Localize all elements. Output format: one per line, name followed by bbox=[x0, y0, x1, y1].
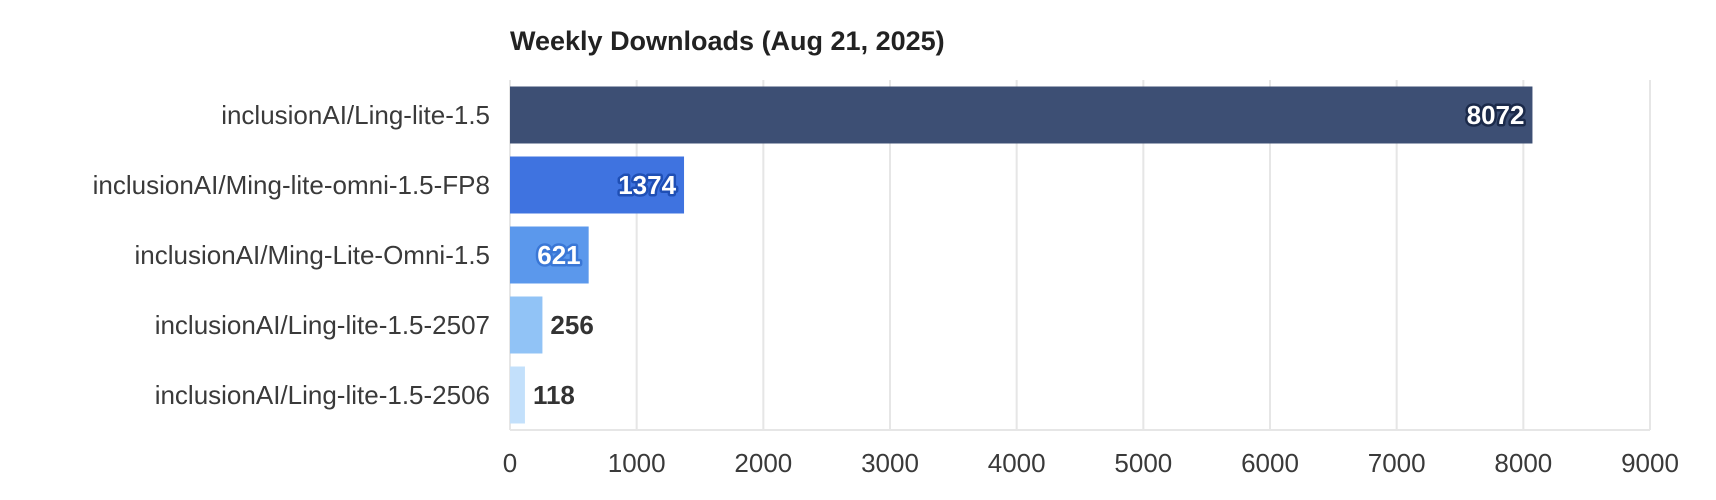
x-tick-label: 3000 bbox=[861, 448, 919, 478]
x-tick-label: 4000 bbox=[988, 448, 1046, 478]
category-label: inclusionAI/Ming-Lite-Omni-1.5 bbox=[135, 240, 490, 270]
x-tick-label: 8000 bbox=[1494, 448, 1552, 478]
category-label: inclusionAI/Ling-lite-1.5-2506 bbox=[155, 380, 490, 410]
value-label: 621 bbox=[537, 240, 580, 270]
bar bbox=[510, 296, 543, 354]
bar bbox=[510, 366, 525, 424]
bar bbox=[510, 86, 1533, 144]
x-tick-label: 5000 bbox=[1114, 448, 1172, 478]
category-label: inclusionAI/Ling-lite-1.5 bbox=[221, 100, 490, 130]
category-label: inclusionAI/Ling-lite-1.5-2507 bbox=[155, 310, 490, 340]
value-labels: 8072 1374 621 256 118 bbox=[533, 98, 1527, 411]
category-label: inclusionAI/Ming-lite-omni-1.5-FP8 bbox=[93, 170, 490, 200]
x-tick-label: 6000 bbox=[1241, 448, 1299, 478]
category-labels: inclusionAI/Ling-lite-1.5 inclusionAI/Min… bbox=[93, 100, 490, 410]
chart-title: Weekly Downloads (Aug 21, 2025) bbox=[510, 26, 945, 56]
x-tick-label: 9000 bbox=[1621, 448, 1679, 478]
bar bbox=[510, 156, 685, 214]
bars bbox=[510, 86, 1533, 424]
x-tick-label: 0 bbox=[503, 448, 517, 478]
x-tick-label: 7000 bbox=[1368, 448, 1426, 478]
x-axis-tick-labels: 0 1000 2000 3000 4000 5000 6000 7000 8000 9000 bbox=[503, 448, 1679, 478]
value-label: 8072 bbox=[1467, 100, 1525, 130]
bar bbox=[510, 226, 589, 284]
x-tick-label: 2000 bbox=[734, 448, 792, 478]
x-tick-label: 1000 bbox=[608, 448, 666, 478]
value-label: 118 bbox=[533, 380, 575, 410]
value-label: 256 bbox=[550, 310, 593, 340]
value-label: 1374 bbox=[618, 170, 676, 200]
